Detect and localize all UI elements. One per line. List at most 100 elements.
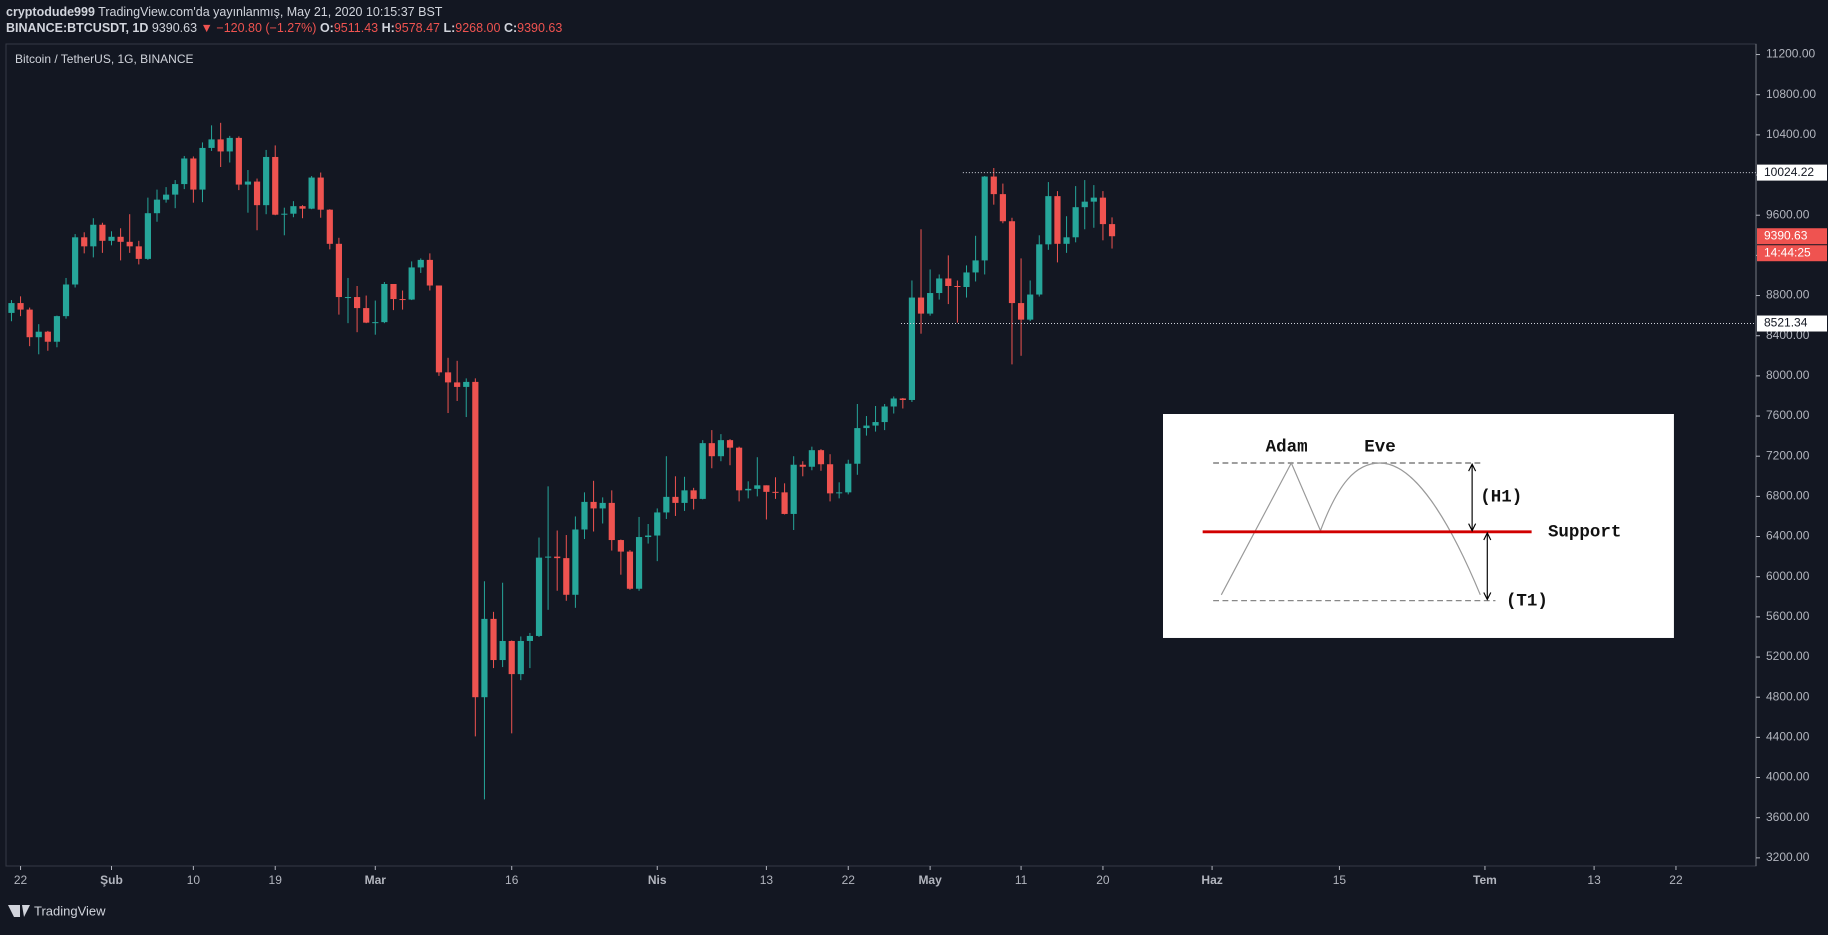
candle-body [626, 551, 634, 589]
candle-body [235, 137, 242, 185]
candle-body [90, 224, 97, 247]
candle-body [299, 206, 306, 209]
candle-body [208, 139, 215, 148]
ohlc-value: 9390.63 [517, 21, 562, 35]
candle-body [554, 556, 561, 559]
author: cryptodude999 [6, 5, 95, 19]
y-tick-label: 7600.00 [1766, 408, 1810, 422]
candle-body [381, 283, 388, 323]
candle-body [799, 464, 806, 467]
last: 9390.63 [152, 21, 197, 35]
candle-body [572, 529, 579, 595]
candle-body [272, 156, 279, 215]
candle-body [708, 443, 715, 457]
candle-body [645, 535, 652, 538]
y-tick-label: 6800.00 [1766, 489, 1810, 503]
y-tick-label: 8800.00 [1766, 288, 1810, 302]
candle-body [363, 308, 370, 323]
candle-body [472, 381, 479, 698]
y-tick-label: 6000.00 [1766, 569, 1810, 583]
level-label-box [1757, 164, 1827, 181]
candle-body [917, 297, 925, 314]
x-tick-label: 10 [187, 873, 201, 887]
candle-body [563, 558, 570, 595]
candle-body [108, 236, 115, 241]
candle-body [253, 181, 261, 206]
candle-body [463, 381, 470, 387]
candle-body [717, 440, 725, 457]
chart-title: Bitcoin / TetherUS, 1G, BINANCE [15, 52, 194, 66]
candle-body [854, 428, 861, 464]
candle-body [581, 501, 588, 530]
candle-body [1072, 207, 1079, 238]
y-tick-label: 11200.00 [1766, 47, 1815, 61]
header-line-2: BINANCE:BTCUSDT, 1D 9390.63 ▼ −120.80 (−… [6, 21, 562, 35]
y-tick-label: 3200.00 [1766, 850, 1810, 864]
candle-body [1081, 201, 1088, 208]
candle-body [281, 213, 288, 215]
candle-body [135, 246, 142, 259]
eve-peak [1319, 462, 1481, 596]
candle-body [62, 284, 70, 317]
symbol: BINANCE:BTCUSDT, 1D [6, 21, 148, 35]
inset-label: (T1) [1506, 591, 1548, 611]
candle-body [781, 492, 788, 514]
candle-body [417, 259, 424, 268]
candle-body [444, 372, 452, 383]
h1-arrowheads [1468, 462, 1477, 532]
candle-body [635, 537, 643, 589]
y-tick-label: 8000.00 [1766, 368, 1810, 382]
candle-body [1099, 197, 1107, 225]
published: TradingView.com'da yayınlanmış, May 21, … [98, 5, 443, 19]
candle-body [890, 398, 897, 407]
candle-body [899, 398, 906, 400]
x-tick-label: 16 [505, 873, 519, 887]
candle-body [545, 556, 552, 558]
t1-arrowheads [1483, 531, 1492, 601]
candle-body [672, 496, 679, 503]
candle-body [663, 496, 670, 513]
candle-body [1008, 221, 1016, 304]
y-tick-label: 7200.00 [1766, 448, 1810, 462]
last-price-box [1757, 228, 1827, 245]
candle-body [1045, 196, 1052, 245]
inset-label: Support [1548, 522, 1621, 542]
ohlc-label: C: [504, 21, 517, 35]
candle-body [745, 488, 752, 491]
x-tick-label: 19 [269, 873, 283, 887]
candle-body [599, 502, 606, 509]
y-tick-label: 3600.00 [1766, 810, 1810, 824]
candle-body [881, 406, 888, 423]
candle-body [263, 156, 270, 206]
candle-body [426, 259, 433, 286]
candle-body [1017, 303, 1025, 320]
x-tick-label: May [918, 873, 942, 887]
candle-body [817, 450, 825, 465]
ohlc-value: 9268.00 [455, 21, 500, 35]
candle-body [344, 297, 352, 299]
x-tick-label: 15 [1333, 873, 1347, 887]
candle-body [872, 422, 879, 426]
x-tick-label: 13 [760, 873, 774, 887]
candle-body [244, 181, 252, 185]
brand-logo [8, 905, 30, 917]
candle-body [508, 640, 515, 675]
candle-body [699, 443, 706, 499]
candle-body [608, 502, 615, 541]
candle-body [490, 618, 497, 661]
candle-body [681, 490, 688, 503]
candle-body [117, 236, 124, 242]
candle-body [72, 237, 79, 285]
candle-body [481, 618, 488, 698]
candle-body [335, 243, 342, 298]
x-tick-label: 20 [1096, 873, 1110, 887]
ohlc-value: 9511.43 [334, 21, 378, 35]
candle-body [399, 299, 406, 301]
level-label: 10024.22 [1764, 165, 1814, 179]
candle-body [517, 640, 524, 675]
candle-body [390, 283, 397, 300]
candle-body [963, 272, 970, 288]
candle-body [526, 635, 534, 641]
